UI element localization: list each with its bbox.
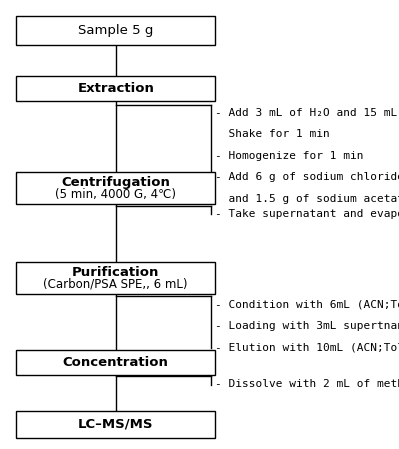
Text: - Homogenize for 1 min: - Homogenize for 1 min (215, 151, 364, 161)
Text: - Add 3 mL of H₂O and 15 mL acetonitrile: - Add 3 mL of H₂O and 15 mL acetonitrile (215, 108, 399, 118)
Text: Centrifugation: Centrifugation (61, 176, 170, 189)
Text: - Take supernatant and evaporate: - Take supernatant and evaporate (215, 209, 399, 219)
Text: and 1.5 g of sodium acetate: and 1.5 g of sodium acetate (215, 194, 399, 204)
FancyBboxPatch shape (16, 76, 215, 101)
FancyBboxPatch shape (16, 262, 215, 294)
Text: Concentration: Concentration (63, 356, 169, 369)
Text: - Loading with 3mL supertnant: - Loading with 3mL supertnant (215, 321, 399, 331)
Text: Extraction: Extraction (77, 82, 154, 95)
Text: (5 min, 4000 G, 4℃): (5 min, 4000 G, 4℃) (55, 188, 176, 201)
Text: - Dissolve with 2 mL of methanol: - Dissolve with 2 mL of methanol (215, 379, 399, 389)
Text: - Condition with 6mL (ACN;Toluene=3:1): - Condition with 6mL (ACN;Toluene=3:1) (215, 299, 399, 309)
FancyBboxPatch shape (16, 172, 215, 204)
Text: LC–MS/MS: LC–MS/MS (78, 418, 154, 431)
FancyBboxPatch shape (16, 350, 215, 375)
Text: - Elution with 10mL (ACN;Toluene=3:1): - Elution with 10mL (ACN;Toluene=3:1) (215, 343, 399, 352)
Text: Sample 5 g: Sample 5 g (78, 24, 153, 37)
FancyBboxPatch shape (16, 16, 215, 45)
Text: Purification: Purification (72, 266, 159, 279)
FancyBboxPatch shape (16, 411, 215, 438)
Text: (Carbon/PSA SPE,, 6 mL): (Carbon/PSA SPE,, 6 mL) (43, 278, 188, 291)
Text: - Add 6 g of sodium chloride: - Add 6 g of sodium chloride (215, 172, 399, 182)
Text: Shake for 1 min: Shake for 1 min (215, 129, 330, 139)
